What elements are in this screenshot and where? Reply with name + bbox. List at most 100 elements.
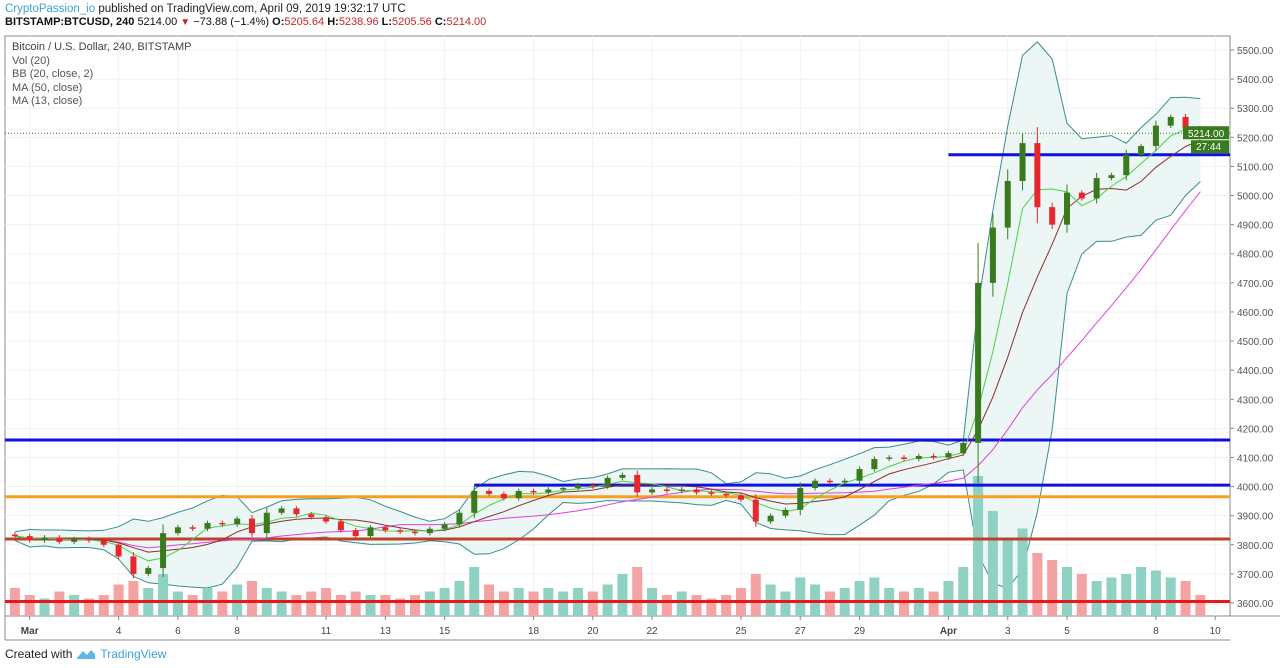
candle	[826, 478, 833, 485]
price-tick-label: 4800.00	[1237, 250, 1274, 261]
candle-body	[678, 489, 685, 491]
legend-volume[interactable]: Vol (20)	[12, 54, 50, 67]
candle	[486, 488, 493, 497]
candle-body	[693, 489, 700, 493]
volume-bar	[217, 591, 228, 616]
published-text: published on TradingView.com, April 09, …	[98, 3, 406, 15]
volume-bar	[1165, 577, 1176, 616]
candle-body	[56, 537, 63, 542]
close-value: 5214.00	[446, 16, 487, 28]
footer: Created with TradingView	[5, 647, 166, 661]
volume-bar	[276, 591, 287, 616]
candle	[530, 488, 537, 495]
candle	[367, 524, 374, 539]
candle	[323, 514, 330, 524]
candle	[515, 488, 522, 501]
volume-bar	[854, 581, 865, 616]
candle-body	[797, 488, 804, 510]
legend-symbol[interactable]: Bitcoin / U.S. Dollar, 240, BITSTAMP	[12, 41, 192, 53]
candle	[545, 487, 552, 495]
candle	[308, 511, 315, 520]
candle-body	[486, 490, 493, 494]
candle	[204, 520, 211, 532]
volume-bar	[469, 567, 480, 616]
volume-bar	[558, 591, 569, 616]
candle-body	[411, 531, 418, 534]
volume-bar	[1047, 560, 1058, 616]
candle-body	[604, 477, 611, 487]
candle-body	[115, 544, 122, 557]
price-tick-label: 3800.00	[1237, 541, 1274, 552]
volume-bar	[454, 581, 465, 616]
candle	[100, 538, 107, 548]
candle	[160, 524, 167, 577]
candle-body	[752, 499, 759, 522]
time-tick-label: 8	[234, 626, 240, 637]
indicator-legend: Bitcoin / U.S. Dollar, 240, BITSTAMP Vol…	[12, 41, 192, 109]
volume-bar	[750, 574, 761, 616]
candle	[900, 455, 907, 462]
volume-bar	[187, 595, 198, 616]
candle	[1078, 190, 1085, 201]
candle	[500, 491, 507, 501]
volume-bar	[824, 591, 835, 616]
legend-ma13[interactable]: MA (13, close)	[12, 95, 83, 107]
time-tick-label: 18	[528, 626, 540, 637]
ma50-line	[14, 191, 1201, 549]
time-tick-label: 20	[587, 626, 599, 637]
candle-body	[515, 490, 522, 499]
volume-bar	[973, 476, 984, 616]
candle	[56, 535, 63, 545]
candle-body	[782, 509, 789, 516]
candle	[263, 507, 270, 539]
candle-body	[1063, 192, 1070, 225]
candle	[174, 524, 181, 536]
candle-body	[367, 527, 374, 537]
symbol-info: BITSTAMP:BTCUSD, 240 5214.00 ▼ −73.88 (−…	[5, 16, 486, 28]
created-with-text: Created with	[5, 647, 73, 661]
volume-bar	[54, 591, 65, 616]
candle-body	[663, 489, 670, 491]
candle	[915, 453, 922, 462]
time-tick-label: 13	[380, 626, 392, 637]
volume-bar	[632, 567, 643, 616]
price-tick-label: 4100.00	[1237, 453, 1274, 464]
candle	[782, 507, 789, 519]
volume-bar	[1121, 574, 1132, 616]
time-tick-label: 4	[116, 626, 122, 637]
candle	[293, 506, 300, 517]
symbol-label: BITSTAMP:BTCUSD, 240	[5, 16, 135, 28]
candle-body	[723, 493, 730, 496]
candle-body	[26, 536, 33, 541]
candle	[634, 470, 641, 497]
candle	[411, 529, 418, 536]
candle	[767, 513, 774, 524]
volume-bar	[795, 577, 806, 616]
tradingview-link[interactable]: TradingView	[100, 647, 167, 661]
candle	[930, 453, 937, 460]
candle	[234, 516, 241, 527]
candle	[989, 213, 996, 297]
volume-bar	[246, 581, 257, 616]
volume-bar	[869, 577, 880, 616]
legend-ma50[interactable]: MA (50, close)	[12, 81, 83, 94]
candle-body	[293, 508, 300, 515]
candle	[812, 478, 819, 491]
candle-body	[1123, 154, 1130, 176]
last-price-tag-label: 5214.00	[1188, 129, 1225, 140]
candle	[248, 514, 255, 537]
legend-bollinger[interactable]: BB (20, close, 2)	[12, 68, 94, 80]
candle	[649, 487, 656, 495]
last-price: 5214.00	[137, 16, 178, 28]
candle	[841, 478, 848, 485]
candle-body	[871, 458, 878, 470]
price-tick-label: 4300.00	[1237, 395, 1274, 406]
candle-body	[100, 540, 107, 545]
candle-body	[1004, 180, 1011, 228]
candle	[71, 536, 78, 545]
candle-body	[1093, 178, 1100, 199]
author-link[interactable]: CryptoPassion_io	[5, 3, 96, 15]
candle-body	[219, 522, 226, 525]
candle-body	[337, 521, 344, 531]
